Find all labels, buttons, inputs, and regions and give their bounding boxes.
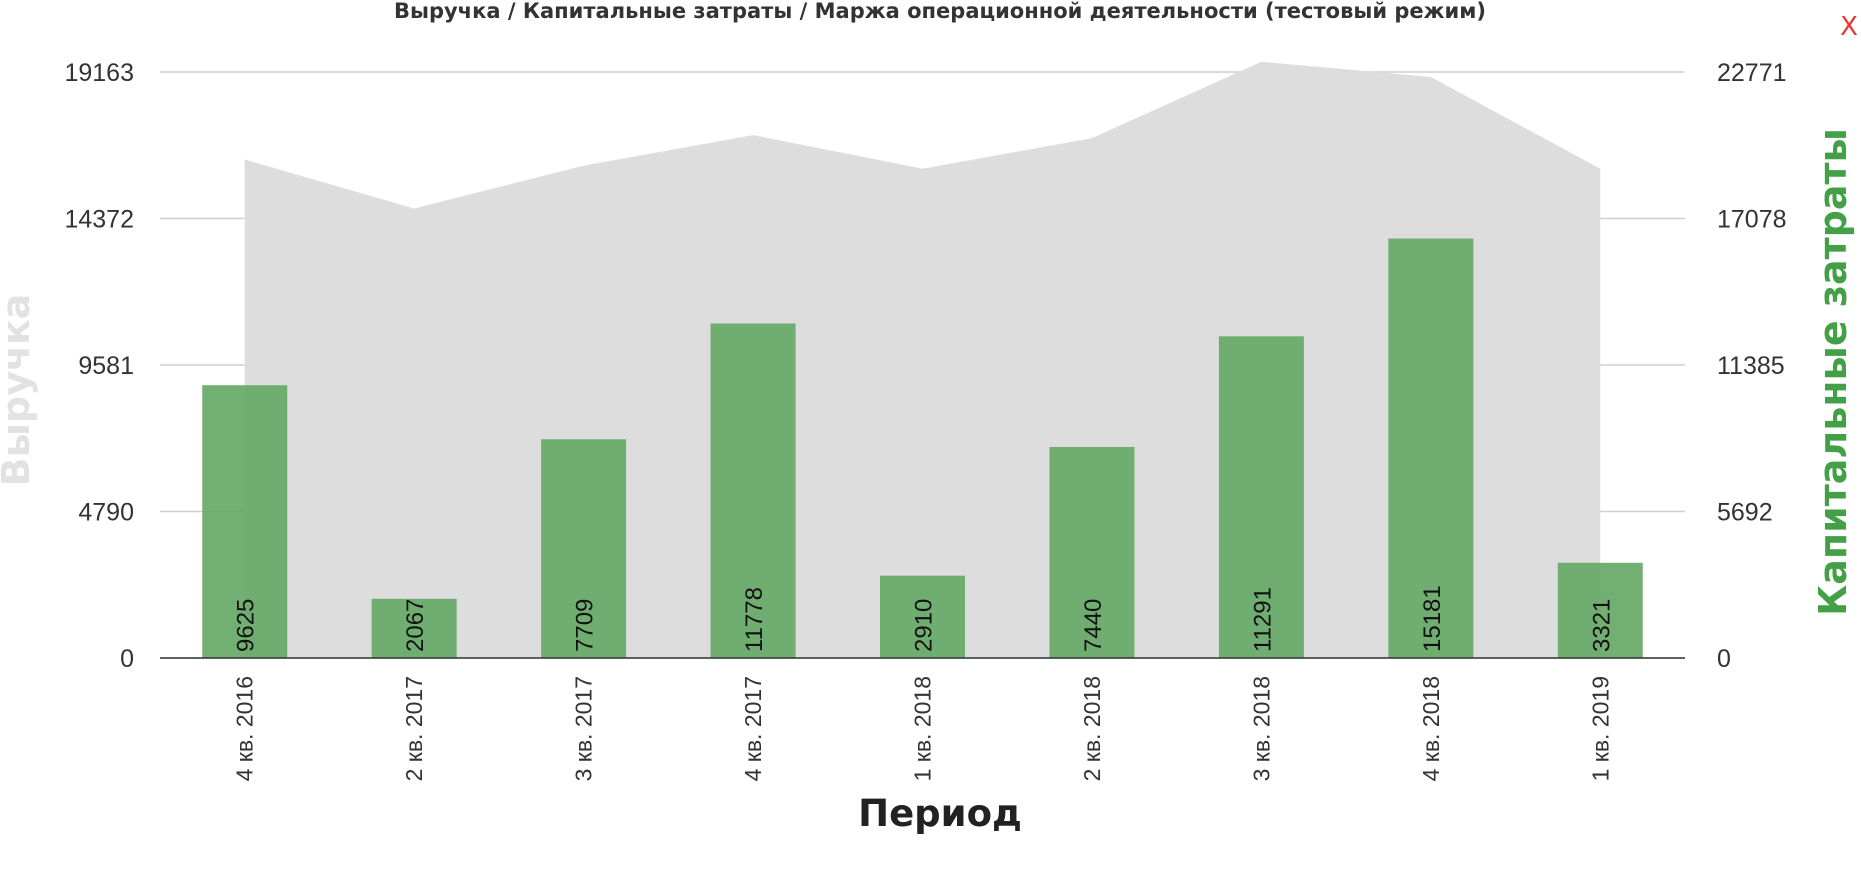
right-tick-label: 22771 <box>1717 59 1787 87</box>
category-label: 1 кв. 2018 <box>910 676 936 781</box>
left-tick-label: 4790 <box>78 499 134 527</box>
capex-bar[interactable] <box>880 575 965 658</box>
right-y-axis-ticks: 22771 17078 11385 5692 0 <box>1717 59 1787 673</box>
category-label: 3 кв. 2017 <box>571 676 597 781</box>
right-tick-label: 0 <box>1717 645 1731 673</box>
bar-value-label: 11778 <box>741 587 768 652</box>
category-label: 2 кв. 2018 <box>1079 676 1105 781</box>
category-label: 3 кв. 2018 <box>1248 676 1274 781</box>
capex-bar[interactable] <box>1388 238 1474 658</box>
x-axis-title: Период <box>858 792 1022 835</box>
bar-value-label: 2910 <box>911 599 938 652</box>
capex-bar[interactable] <box>202 385 288 658</box>
capex-bar[interactable] <box>1049 446 1135 658</box>
capex-bar[interactable] <box>1557 562 1643 658</box>
capex-bar[interactable] <box>371 598 457 658</box>
bar-value-labels: 9625 2067 7709 11778 2910 7440 11291 15181 3321 <box>233 585 1616 652</box>
category-label: 1 кв. 2019 <box>1587 676 1613 781</box>
bar-value-label: 2067 <box>402 599 429 652</box>
bar-value-label: 9625 <box>233 599 260 652</box>
category-label: 4 кв. 2018 <box>1418 676 1444 781</box>
bar-value-label: 7440 <box>1080 599 1107 652</box>
capex-bar[interactable] <box>541 439 627 658</box>
capex-bar[interactable] <box>1218 336 1304 658</box>
left-tick-label: 14372 <box>64 206 134 234</box>
bar-value-label: 7709 <box>572 599 599 652</box>
left-tick-label: 0 <box>120 645 134 673</box>
chart-title: Выручка / Капитальные затраты / Маржа оп… <box>394 0 1486 23</box>
bar-value-label: 3321 <box>1588 599 1615 652</box>
left-y-axis-title: Выручка <box>0 294 38 487</box>
right-tick-label: 5692 <box>1717 499 1773 527</box>
left-tick-label: 19163 <box>64 59 134 87</box>
category-label: 2 кв. 2017 <box>401 676 427 781</box>
left-tick-label: 9581 <box>78 352 134 380</box>
category-label: 4 кв. 2017 <box>740 676 766 781</box>
capex-bar[interactable] <box>710 323 796 658</box>
right-tick-label: 17078 <box>1717 206 1787 234</box>
right-y-axis-title: Капитальные затраты <box>1811 128 1855 616</box>
left-y-axis-ticks: 19163 14372 9581 4790 0 <box>64 59 134 673</box>
close-icon[interactable]: X <box>1840 12 1858 42</box>
capex-bar-series <box>202 238 1643 658</box>
x-axis-category-labels: 4 кв. 2016 2 кв. 2017 3 кв. 2017 4 кв. 2017… <box>232 676 1614 781</box>
right-tick-label: 11385 <box>1717 352 1785 380</box>
bar-value-label: 15181 <box>1419 585 1446 652</box>
bar-value-label: 11291 <box>1249 587 1276 652</box>
category-label: 4 кв. 2016 <box>232 676 258 781</box>
